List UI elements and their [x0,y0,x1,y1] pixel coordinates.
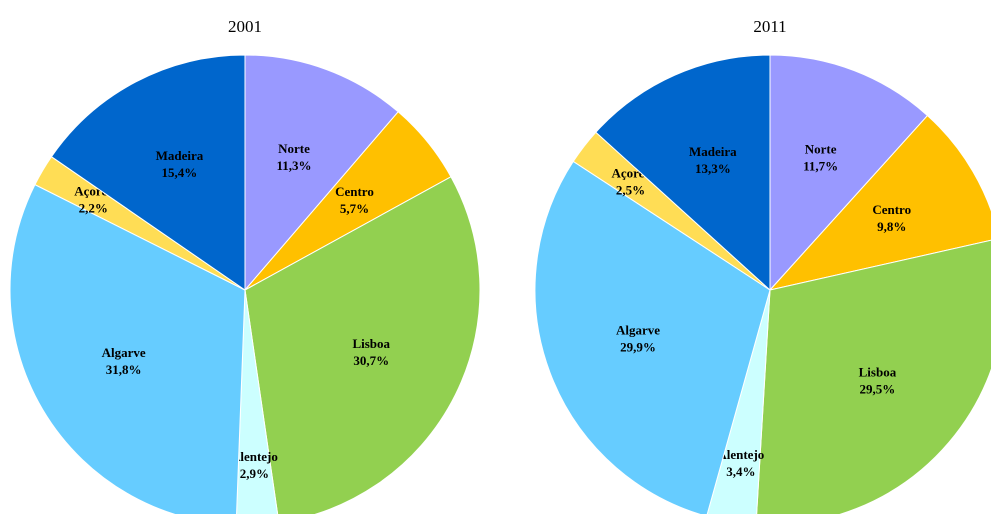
slice-value-label: 2,9% [240,466,269,481]
slice-label: Madeira [156,148,204,163]
slice-label: Norte [805,141,837,156]
slice-value-label: 13,3% [695,161,731,176]
slice-value-label: 29,5% [860,381,896,396]
slice-label: Algarve [102,345,146,360]
slice-value-label: 11,7% [803,158,838,173]
slice-value-label: 11,3% [276,158,311,173]
slice-value-label: 29,9% [620,340,656,355]
pie-slice [50,54,246,291]
slice-value-label: 2,2% [79,200,108,215]
slice-label: Lisboa [859,364,897,379]
pie-slice [595,54,771,292]
slice-value-label: 5,7% [340,201,369,216]
pie-slice [768,114,991,291]
slice-value-label: 2,5% [616,182,645,197]
slice-value-label: 31,8% [106,362,142,377]
slice-label: Norte [278,141,310,156]
chart-title: 2011 [753,17,786,36]
slice-value-label: 15,4% [162,165,198,180]
pie-slice [244,54,399,292]
slice-label: Centro [335,184,374,199]
pie-slice [236,289,279,514]
pie-slice [9,183,246,514]
slice-label: Alentejo [717,447,764,462]
slice-label: Alentejo [231,449,278,464]
slice-label: Centro [872,202,911,217]
slice-label: Lisboa [352,336,390,351]
pie-slice [534,160,771,514]
slice-value-label: 9,8% [877,219,906,234]
pie-slice [756,239,991,514]
pie-slice [244,176,481,514]
slice-label: Algarve [616,323,660,338]
slice-label: Madeira [689,144,737,159]
slice-value-label: 30,7% [353,353,389,368]
pie-slice [769,54,929,292]
slice-value-label: 3,4% [726,464,755,479]
chart-title: 2001 [228,17,262,36]
